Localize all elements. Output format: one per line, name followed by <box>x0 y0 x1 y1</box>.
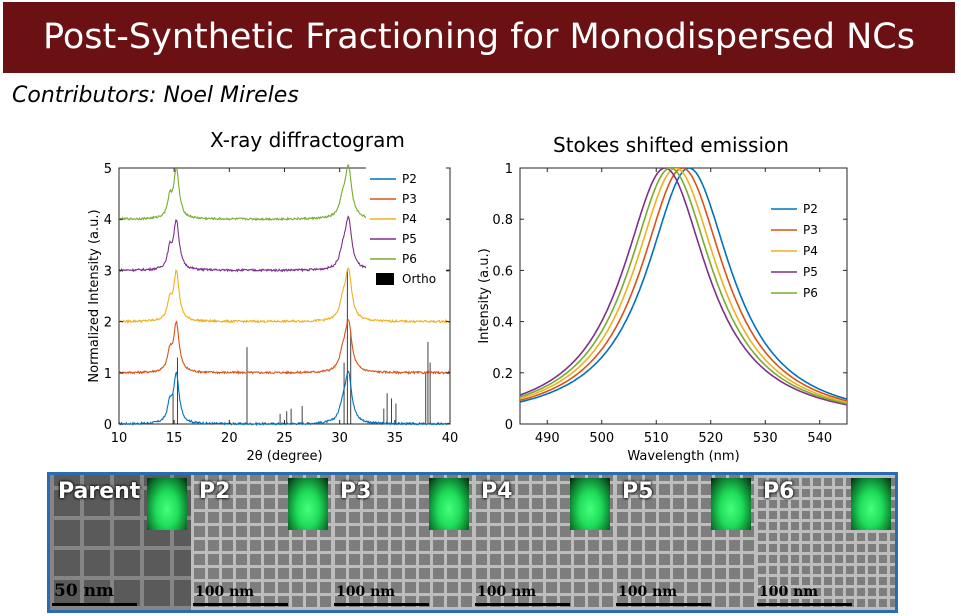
pl-series-p4 <box>520 168 847 404</box>
xrd-x-tick-label: 35 <box>387 431 404 446</box>
xrd-chart: 10 15 20 25 30 35 40 0 1 2 3 4 5 2θ (degree) Normalize… <box>87 162 459 464</box>
xrd-series-p4 <box>118 267 450 325</box>
xrd-y-tick-label: 2 <box>104 316 112 331</box>
pl-y-axis-label: Intensity (a.u.) <box>477 248 492 343</box>
xrd-legend-label-p4: P4 <box>402 212 417 226</box>
xrd-chart-title: X-ray diffractogram <box>210 128 405 152</box>
pl-x-tick-label: 490 <box>535 431 560 446</box>
xrd-y-tick-label: 1 <box>104 367 112 382</box>
tem-panel-label: Parent <box>58 479 141 504</box>
tem-panel-parent: Parent 50 nm <box>50 475 193 610</box>
tem-panel-p2: P2 100 nm <box>191 475 334 610</box>
scale-bar-label: 100 nm <box>195 584 255 600</box>
tem-image-strip: Parent 50 nm P2 100 nm P3 100 nm P4 100 nm P5 100… <box>47 472 898 613</box>
pl-y-tick-label: 1 <box>505 162 513 177</box>
xrd-legend <box>366 166 446 290</box>
scale-bar-label: 100 nm <box>477 584 537 600</box>
pl-legend-label-p6: P6 <box>803 286 818 300</box>
pl-y-tick-label: 0.8 <box>492 213 513 228</box>
contributors-line: Contributors: Noel Mireles <box>12 83 299 108</box>
scale-bar <box>475 603 570 606</box>
xrd-y-tick-label: 3 <box>104 264 112 279</box>
xrd-y-tick-label: 0 <box>104 418 112 433</box>
pl-legend-label-p4: P4 <box>803 244 818 258</box>
scale-bar <box>616 603 711 606</box>
xrd-legend-label-ortho: Ortho <box>402 272 436 286</box>
pl-series-p3 <box>520 168 847 402</box>
page-title: Post-Synthetic Fractioning for Monodispe… <box>43 17 915 57</box>
pl-x-tick-label: 500 <box>589 431 614 446</box>
scale-bar <box>757 603 852 606</box>
pl-legend-label-p2: P2 <box>803 202 818 216</box>
fluorescence-vial-photo <box>711 478 751 530</box>
pl-x-tick-label: 540 <box>807 431 832 446</box>
pl-series-p5 <box>520 168 847 406</box>
pl-x-tick-label: 520 <box>698 431 723 446</box>
pl-chart: 490 500 510 520 530 540 0 0.2 0.4 0.6 0.8 1 Waveleng… <box>477 162 848 464</box>
xrd-y-tick-label: 4 <box>104 213 112 228</box>
pl-y-tick-label: 0.4 <box>492 316 513 331</box>
pl-y-tick-label: 0.2 <box>492 367 513 382</box>
xrd-x-tick-label: 25 <box>276 431 293 446</box>
scale-bar-label: 100 nm <box>336 584 396 600</box>
tem-panel-label: P4 <box>481 479 513 504</box>
pl-x-tick-label: 510 <box>644 431 669 446</box>
scale-bar <box>52 603 137 606</box>
tem-panel-p5: P5 100 nm <box>614 475 757 610</box>
xrd-legend-label-p6: P6 <box>402 252 417 266</box>
scale-bar-label: 50 nm <box>54 581 114 601</box>
xrd-legend-label-p3: P3 <box>402 192 417 206</box>
xrd-legend-label-p2: P2 <box>402 172 417 186</box>
fluorescence-vial-photo <box>147 478 187 530</box>
pl-series-p2 <box>520 168 847 403</box>
pl-y-tick-label: 0.6 <box>492 264 513 279</box>
xrd-x-tick-label: 20 <box>221 431 238 446</box>
xrd-x-tick-label: 30 <box>331 431 348 446</box>
xrd-series-p3 <box>118 318 450 375</box>
tem-panel-label: P6 <box>763 479 795 504</box>
pl-legend-label-p3: P3 <box>803 223 818 237</box>
tem-panel-label: P2 <box>199 479 231 504</box>
scale-bar-label: 100 nm <box>618 584 678 600</box>
tem-panel-label: P5 <box>622 479 654 504</box>
xrd-legend-label-p5: P5 <box>402 232 417 246</box>
tem-panel-label: P3 <box>340 479 372 504</box>
xrd-series-p2 <box>118 370 450 427</box>
pl-legend-label-p5: P5 <box>803 265 818 279</box>
scale-bar <box>334 603 429 606</box>
tem-panel-p4: P4 100 nm <box>473 475 616 610</box>
fluorescence-vial-photo <box>570 478 610 530</box>
xrd-y-axis-label: Normalized Intensity (a.u.) <box>87 209 102 382</box>
pl-y-tick-label: 0 <box>505 418 513 433</box>
xrd-y-tick-label: 5 <box>104 162 112 177</box>
fluorescence-vial-photo <box>429 478 469 530</box>
xrd-x-tick-label: 15 <box>166 431 183 446</box>
tem-panel-p6: P6 100 nm <box>755 475 895 610</box>
xrd-x-axis-label: 2θ (degree) <box>246 449 322 464</box>
scale-bar-label: 100 nm <box>759 584 819 600</box>
pl-chart-title: Stokes shifted emission <box>553 133 789 157</box>
scale-bar <box>193 603 288 606</box>
pl-series-p6 <box>520 168 847 405</box>
fluorescence-vial-photo <box>851 478 891 530</box>
xrd-legend-swatch-ortho <box>376 273 394 285</box>
xrd-x-tick-label: 40 <box>442 431 459 446</box>
xrd-x-tick-label: 10 <box>111 431 128 446</box>
fluorescence-vial-photo <box>288 478 328 530</box>
pl-plot-area <box>520 168 847 406</box>
title-banner: Post-Synthetic Fractioning for Monodispe… <box>3 2 955 73</box>
pl-x-tick-label: 530 <box>753 431 778 446</box>
tem-panel-p3: P3 100 nm <box>332 475 475 610</box>
pl-x-axis-label: Wavelength (nm) <box>627 449 739 464</box>
